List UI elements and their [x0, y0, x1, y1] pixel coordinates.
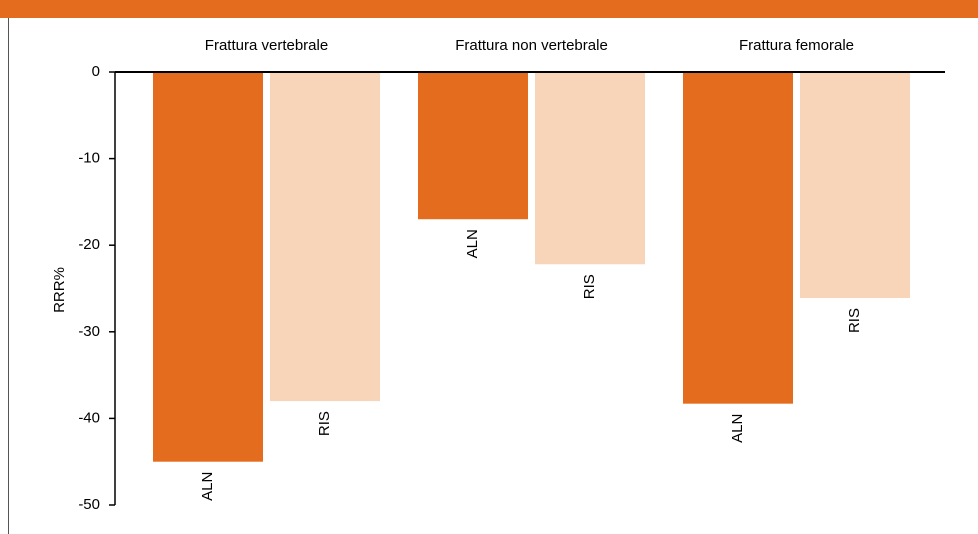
- y-tick-label: -30: [78, 323, 100, 340]
- category-label: Frattura vertebrale: [205, 37, 328, 54]
- category-label: Frattura non vertebrale: [455, 37, 608, 54]
- y-tick-label: -10: [78, 150, 100, 167]
- y-tick-label: 0: [92, 63, 100, 80]
- y-tick-label: -40: [78, 409, 100, 426]
- bar-label: ALN: [199, 472, 216, 501]
- header-bar: [0, 0, 978, 18]
- bar: [683, 72, 793, 404]
- bar-label: RIS: [581, 274, 598, 299]
- bar: [153, 72, 263, 462]
- bar-label: RIS: [316, 411, 333, 436]
- y-tick-label: -50: [78, 496, 100, 513]
- bar: [535, 72, 645, 265]
- bar-label: RIS: [846, 308, 863, 333]
- bar: [800, 72, 910, 299]
- bar: [270, 72, 380, 402]
- y-axis-label: RRR%: [51, 267, 68, 313]
- bar-label: ALN: [464, 229, 481, 258]
- bar: [418, 72, 528, 220]
- category-label: Frattura femorale: [739, 37, 854, 54]
- bar-label: ALN: [729, 414, 746, 443]
- y-tick-label: -20: [78, 236, 100, 253]
